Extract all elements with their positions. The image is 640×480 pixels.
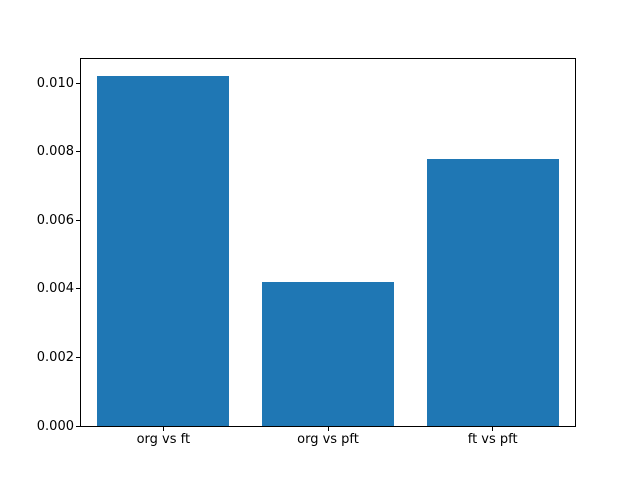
x-tick-label: ft vs pft xyxy=(467,432,518,447)
y-tick-label: 0.002 xyxy=(36,349,74,365)
bar-ft-vs-pft xyxy=(426,158,559,426)
y-tick-label: 0.000 xyxy=(36,418,74,434)
y-tick-mark xyxy=(76,219,80,221)
y-tick-mark xyxy=(76,425,80,427)
x-tick-mark xyxy=(327,427,329,431)
x-tick-label: org vs ft xyxy=(136,432,191,447)
plot-area: 0.000 0.002 0.004 0.006 0.008 0.010 org vs ft o… xyxy=(37,58,576,446)
bar-org-vs-pft xyxy=(262,282,394,426)
x-tick-mark xyxy=(492,427,494,431)
y-tick-label: 0.010 xyxy=(36,75,74,91)
y-tick-label: 0.004 xyxy=(36,281,74,297)
y-tick-mark xyxy=(76,82,80,84)
y-tick-label: 0.008 xyxy=(36,144,74,160)
x-tick-label: org vs pft xyxy=(297,432,359,447)
y-tick-mark xyxy=(76,356,80,358)
y-tick-mark xyxy=(76,151,80,153)
y-tick-label: 0.006 xyxy=(36,212,74,228)
y-tick-mark xyxy=(76,288,80,290)
x-tick-mark xyxy=(162,427,164,431)
bar-org-vs-ft xyxy=(97,76,230,426)
